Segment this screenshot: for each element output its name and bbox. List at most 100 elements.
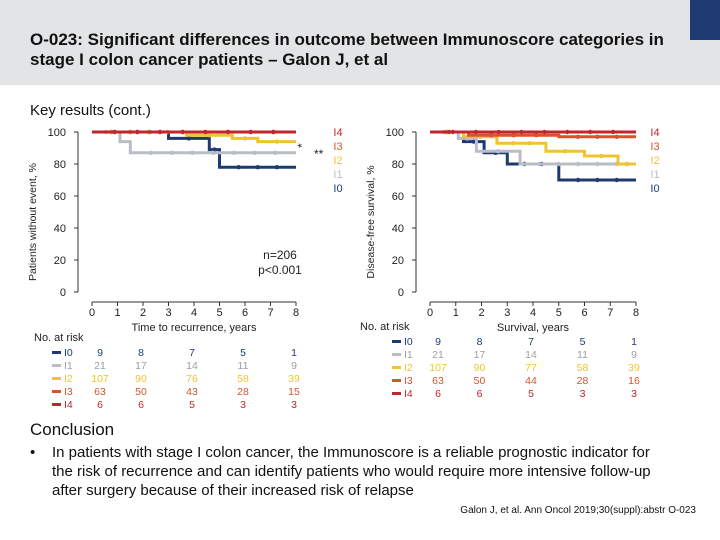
chart2-series-i2 <box>430 130 636 166</box>
chart1-censor-mark-i4 <box>135 129 140 135</box>
chart2-x-tick-label: 0 <box>427 307 433 319</box>
chart1-significance-mark: * <box>295 143 309 148</box>
chart1-y-tick-label: 60 <box>54 191 66 203</box>
chart1-at-risk-label: No. at risk <box>34 332 84 344</box>
chart2-at-risk-value: 58 <box>577 362 589 374</box>
chart2-censor-mark-i3 <box>534 133 539 138</box>
chart1-at-risk-name-i1: I1 <box>64 360 73 372</box>
chart1-at-risk-value: 39 <box>288 373 300 385</box>
chart2-censor-mark-i2 <box>527 141 532 146</box>
chart1-x-axis-label: Time to recurrence, years <box>132 322 257 334</box>
chart1-legend-i4: I4 <box>333 127 342 139</box>
chart1-at-risk-swatch-i2 <box>52 377 61 380</box>
chart1-legend-i1: I1 <box>333 169 342 181</box>
chart2-censor-mark-i3 <box>511 133 516 138</box>
chart2-at-risk-swatch-i0 <box>392 340 401 343</box>
chart1-censor-mark-i4 <box>203 129 208 135</box>
chart1-y-tick-label: 40 <box>54 223 66 235</box>
chart2-censor-mark-i0 <box>614 177 619 183</box>
chart1-at-risk-value: 50 <box>135 386 147 398</box>
corner-accent <box>690 0 720 40</box>
chart1-censor-mark-i0 <box>236 165 241 170</box>
chart1-significance-mark: ** <box>314 147 324 161</box>
chart1-at-risk-value: 63 <box>94 386 106 398</box>
chart1-censor-mark-i2 <box>242 136 248 141</box>
chart2-y-tick-label: 100 <box>386 127 404 139</box>
chart1-x-tick-label: 2 <box>140 307 146 319</box>
chart1-censor-mark-i4 <box>112 129 117 135</box>
chart1-series-i0 <box>92 130 296 169</box>
chart2-at-risk-value: 50 <box>474 375 486 387</box>
chart2-legend-i4: I4 <box>650 127 659 139</box>
chart1-x-tick-label: 5 <box>216 307 222 319</box>
chart2-censor-mark-i1 <box>556 161 561 167</box>
chart2-censor-mark-i4 <box>450 129 456 135</box>
chart1-x-tick-label: 7 <box>267 307 273 319</box>
chart1-legend-i0: I0 <box>333 183 342 195</box>
chart2-censor-mark-i2 <box>511 141 516 146</box>
chart2-censor-mark-i3 <box>595 134 600 139</box>
chart1-censor-mark-i0 <box>255 165 260 170</box>
chart2-at-risk-value: 6 <box>435 388 441 400</box>
chart2-x-tick-label: 2 <box>478 307 484 319</box>
chart1-x-tick-label: 3 <box>165 307 171 319</box>
chart2-y-tick-label: 20 <box>392 255 404 267</box>
chart2-at-risk-value: 1 <box>631 336 637 348</box>
chart1-at-risk-value: 3 <box>240 399 246 411</box>
chart1-at-risk-name-i4: I4 <box>64 399 73 411</box>
chart2-at-risk-value: 11 <box>577 349 588 361</box>
chart2-at-risk-value: 3 <box>580 388 586 400</box>
chart2-y-tick-label: 0 <box>398 287 404 299</box>
chart1-at-risk-swatch-i0 <box>52 351 61 354</box>
chart2-at-risk-swatch-i4 <box>392 392 401 395</box>
chart1-at-risk-value: 107 <box>91 373 109 385</box>
chart2-at-risk-name-i3: I3 <box>404 375 413 387</box>
chart2-at-risk-value: 39 <box>628 362 640 374</box>
chart1-at-risk-value: 6 <box>97 399 103 411</box>
chart1-y-axis-label: Patients without event, % <box>27 163 39 281</box>
chart1-at-risk-value: 8 <box>138 347 144 359</box>
chart2-at-risk-value: 5 <box>580 336 586 348</box>
chart1-at-risk-value: 76 <box>186 373 198 385</box>
chart1-at-risk-value: 11 <box>238 360 249 372</box>
chart1-at-risk-value: 15 <box>288 386 300 398</box>
chart2-censor-mark-i1 <box>537 161 542 167</box>
chart1-at-risk-value: 90 <box>135 373 147 385</box>
chart2-censor-mark-i2 <box>624 161 630 167</box>
chart2-y-axis-label: Disease-free survival, % <box>365 165 377 278</box>
chart2-at-risk-name-i2: I2 <box>404 362 413 374</box>
chart2-at-risk-value: 14 <box>525 349 537 361</box>
chart2-legend-i2: I2 <box>650 155 659 167</box>
chart2-legend-i1: I1 <box>650 169 659 181</box>
chart1-censor-mark-i0 <box>274 165 280 170</box>
chart1-at-risk-name-i3: I3 <box>64 386 73 398</box>
chart2-censor-mark-i0 <box>595 177 600 183</box>
chart2-x-tick-label: 6 <box>581 307 587 319</box>
chart2-at-risk-value: 44 <box>525 375 537 387</box>
chart2-y-tick-label: 80 <box>392 159 404 171</box>
chart1-censor-mark-i4 <box>180 129 185 135</box>
chart1-censor-mark-i2 <box>274 139 280 144</box>
chart2-at-risk-name-i4: I4 <box>404 388 413 400</box>
chart1-censor-mark-i1 <box>252 150 257 155</box>
chart2-x-tick-label: 1 <box>453 307 459 319</box>
bullet-dot-icon: • <box>30 444 36 461</box>
chart1-at-risk-swatch-i1 <box>52 364 61 367</box>
chart2-at-risk-value: 6 <box>477 388 483 400</box>
chart2-censor-mark-i4 <box>542 129 547 135</box>
chart2-censor-mark-i0 <box>471 139 476 144</box>
chart1-censor-mark-i1 <box>231 150 237 155</box>
chart1-x-tick-label: 0 <box>89 307 95 319</box>
chart1-at-risk-name-i0: I0 <box>64 347 73 359</box>
chart1-censor-mark-i2 <box>207 133 212 138</box>
chart2-at-risk-label: No. at risk <box>360 321 410 333</box>
chart2-censor-mark-i2 <box>599 153 604 159</box>
chart1-censor-mark-i1 <box>169 150 174 155</box>
chart2-at-risk-value: 7 <box>528 336 534 348</box>
conclusion-bullet: • In patients with stage I colon cancer,… <box>30 443 670 500</box>
chart1-at-risk-value: 43 <box>186 386 198 398</box>
chart1-x-tick-label: 8 <box>293 307 299 319</box>
chart1-legend-i3: I3 <box>333 141 342 153</box>
chart1-at-risk-swatch-i3 <box>52 390 61 393</box>
